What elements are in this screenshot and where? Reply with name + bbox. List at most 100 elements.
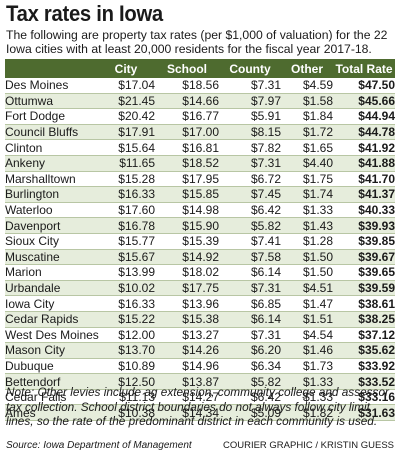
cell-county-rate: $5.82 bbox=[219, 373, 281, 390]
cell-school-rate: $14.92 bbox=[155, 249, 219, 266]
cell-city-name: Des Moines bbox=[5, 78, 97, 94]
header-other: Other bbox=[281, 59, 333, 78]
cell-county-rate: $6.42 bbox=[219, 389, 281, 406]
cell-school-rate: $16.81 bbox=[155, 139, 219, 156]
table-row: Muscatine $15.67 $14.92 $7.58 $1.50 $39.67 bbox=[5, 249, 395, 266]
cell-city-name: Muscatine bbox=[5, 249, 97, 266]
cell-school-rate: $14.26 bbox=[155, 342, 219, 359]
cell-county-rate: $6.72 bbox=[219, 171, 281, 188]
table-row: Marion $13.99 $18.02 $6.14 $1.50 $39.65 bbox=[5, 264, 395, 281]
cell-city-rate: $10.89 bbox=[97, 358, 155, 375]
cell-school-rate: $15.38 bbox=[155, 311, 219, 328]
table-row: Sioux City $15.77 $15.39 $7.41 $1.28 $39.85 bbox=[5, 233, 395, 250]
cell-total-rate: $39.93 bbox=[333, 217, 395, 234]
table-row: Clinton $15.64 $16.81 $7.82 $1.65 $41.92 bbox=[5, 139, 395, 156]
cell-city-name: Mason City bbox=[5, 342, 97, 359]
cell-city-name: Fort Dodge bbox=[5, 108, 97, 125]
cell-city-name: Davenport bbox=[5, 217, 97, 234]
cell-county-rate: $6.20 bbox=[219, 342, 281, 359]
cell-other-rate: $4.51 bbox=[281, 280, 333, 297]
cell-school-rate: $14.66 bbox=[155, 93, 219, 110]
header-blank bbox=[5, 59, 97, 78]
cell-county-rate: $7.58 bbox=[219, 249, 281, 266]
cell-county-rate: $6.14 bbox=[219, 264, 281, 281]
cell-school-rate: $14.98 bbox=[155, 202, 219, 219]
cell-total-rate: $45.66 bbox=[333, 93, 395, 110]
cell-city-name: West Des Moines bbox=[5, 327, 99, 344]
cell-city-rate: $17.91 bbox=[97, 124, 155, 141]
cell-other-rate: $1.46 bbox=[281, 342, 333, 359]
cell-total-rate: $41.92 bbox=[333, 139, 395, 156]
cell-city-rate: $21.45 bbox=[97, 93, 155, 110]
cell-other-rate: $1.33 bbox=[281, 389, 333, 406]
cell-other-rate: $4.40 bbox=[281, 155, 333, 172]
cell-city-rate: $12.00 bbox=[97, 327, 155, 344]
cell-other-rate: $1.82 bbox=[281, 404, 333, 422]
cell-total-rate: $40.33 bbox=[333, 202, 395, 219]
cell-other-rate: $4.54 bbox=[281, 327, 333, 344]
cell-city-rate: $16.78 bbox=[97, 217, 155, 234]
cell-city-name: Bettendorf bbox=[5, 373, 97, 390]
cell-total-rate: $41.70 bbox=[333, 171, 395, 188]
cell-city-name: Clinton bbox=[5, 139, 97, 156]
cell-city-name: Council Bluffs bbox=[5, 124, 97, 141]
cell-total-rate: $39.85 bbox=[333, 233, 395, 250]
cell-total-rate: $41.88 bbox=[333, 155, 395, 172]
cell-school-rate: $14.27 bbox=[155, 389, 219, 406]
cell-other-rate: $1.74 bbox=[281, 186, 333, 203]
cell-city-rate: $11.13 bbox=[97, 389, 155, 406]
table-row: Ankeny $11.65 $18.52 $7.31 $4.40 $41.88 bbox=[5, 155, 395, 172]
cell-city-name: Cedar Rapids bbox=[5, 311, 97, 328]
cell-county-rate: $6.34 bbox=[219, 358, 281, 375]
table-row: Burlington $16.33 $15.85 $7.45 $1.74 $41.37 bbox=[5, 186, 395, 203]
cell-other-rate: $1.47 bbox=[281, 295, 333, 312]
source-line: Source: Iowa Department of Management bbox=[6, 440, 192, 451]
cell-other-rate: $1.72 bbox=[281, 124, 333, 141]
table-row: Mason City $13.70 $14.26 $6.20 $1.46 $35.62 bbox=[5, 342, 395, 359]
cell-city-rate: $16.33 bbox=[97, 186, 155, 203]
cell-other-rate: $1.50 bbox=[281, 249, 333, 266]
table-row: Bettendorf $12.50 $13.87 $5.82 $1.33 $33.52 bbox=[5, 373, 395, 390]
cell-total-rate: $38.61 bbox=[333, 295, 395, 312]
table-row: Ottumwa $21.45 $14.66 $7.97 $1.58 $45.66 bbox=[5, 93, 395, 110]
cell-total-rate: $33.92 bbox=[333, 358, 395, 375]
cell-city-rate: $13.70 bbox=[97, 342, 155, 359]
cell-other-rate: $1.33 bbox=[281, 202, 333, 219]
cell-other-rate: $1.43 bbox=[281, 217, 333, 234]
table-row: Waterloo $17.60 $14.98 $6.42 $1.33 $40.33 bbox=[5, 202, 395, 219]
cell-total-rate: $33.16 bbox=[333, 389, 395, 406]
cell-county-rate: $8.15 bbox=[219, 124, 281, 141]
cell-school-rate: $13.87 bbox=[155, 373, 219, 390]
header-school: School bbox=[155, 59, 219, 78]
cell-other-rate: $1.58 bbox=[281, 93, 333, 110]
cell-city-rate: $10.38 bbox=[97, 404, 155, 422]
cell-other-rate: $1.84 bbox=[281, 108, 333, 125]
cell-total-rate: $47.50 bbox=[333, 78, 395, 94]
cell-city-name: Ames bbox=[5, 404, 97, 422]
table-row: Council Bluffs $17.91 $17.00 $8.15 $1.72 $44.… bbox=[5, 124, 395, 141]
cell-county-rate: $6.85 bbox=[219, 295, 281, 312]
cell-city-rate: $15.77 bbox=[97, 233, 155, 250]
cell-other-rate: $1.33 bbox=[281, 373, 333, 390]
cell-city-rate: $13.99 bbox=[97, 264, 155, 281]
cell-county-rate: $6.14 bbox=[219, 311, 281, 328]
cell-city-rate: $17.60 bbox=[97, 202, 155, 219]
cell-county-rate: $7.31 bbox=[219, 327, 281, 344]
tax-rate-table: City School County Other Total Rate Des … bbox=[5, 59, 395, 422]
cell-city-name: Iowa City bbox=[5, 295, 97, 312]
table-row: Urbandale $10.02 $17.75 $7.31 $4.51 $39.59 bbox=[5, 280, 395, 297]
cell-city-rate: $15.67 bbox=[97, 249, 155, 266]
cell-city-name: Urbandale bbox=[5, 280, 97, 297]
cell-other-rate: $4.59 bbox=[281, 78, 333, 94]
cell-county-rate: $7.31 bbox=[219, 155, 281, 172]
table-row: Cedar Falls $11.13 $14.27 $6.42 $1.33 $33.16 bbox=[5, 389, 395, 406]
cell-city-rate: $15.28 bbox=[97, 171, 155, 188]
cell-school-rate: $13.27 bbox=[155, 327, 219, 344]
cell-county-rate: $7.41 bbox=[219, 233, 281, 250]
cell-other-rate: $1.75 bbox=[281, 171, 333, 188]
cell-school-rate: $13.96 bbox=[155, 295, 219, 312]
cell-county-rate: $7.45 bbox=[219, 186, 281, 203]
cell-total-rate: $44.78 bbox=[333, 124, 395, 141]
table-header-row: City School County Other Total Rate bbox=[5, 59, 395, 78]
